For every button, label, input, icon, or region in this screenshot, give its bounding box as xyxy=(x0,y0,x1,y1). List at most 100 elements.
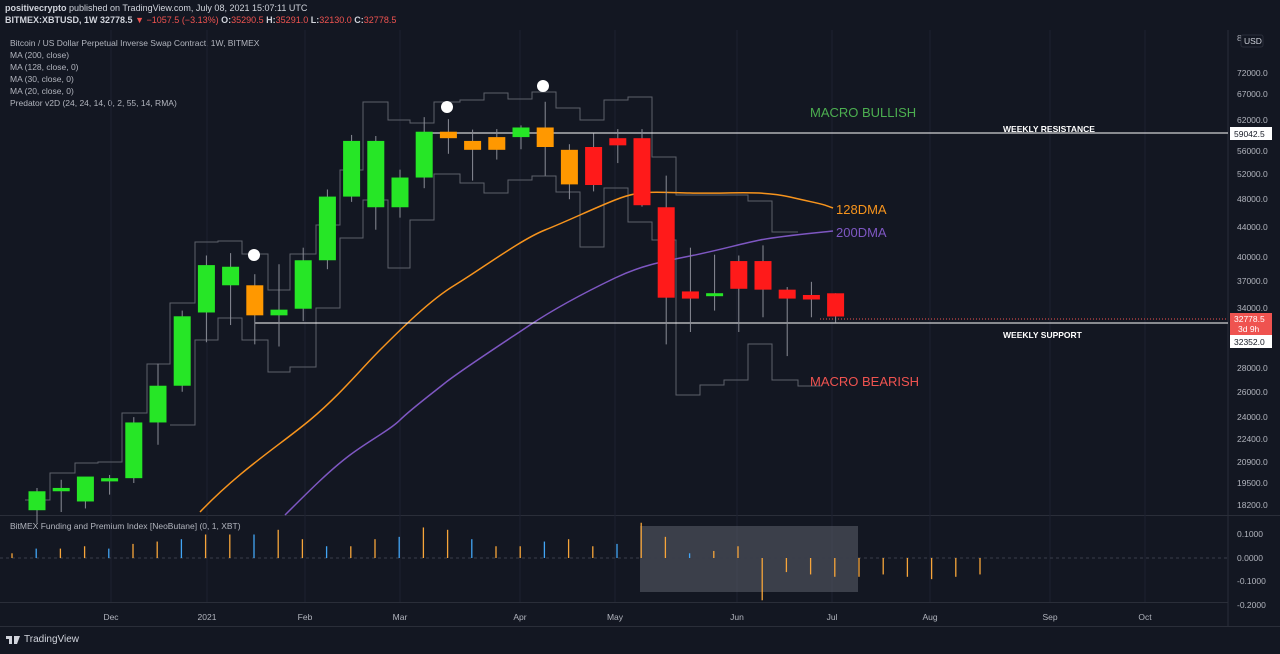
candle-body[interactable] xyxy=(681,291,699,299)
candle-body[interactable] xyxy=(512,127,530,138)
brand-name: TradingView xyxy=(24,634,80,645)
candle-body[interactable] xyxy=(52,487,70,492)
candle-body[interactable] xyxy=(439,131,457,139)
price-tick: 52000.0 xyxy=(1237,169,1268,179)
candle-body[interactable] xyxy=(560,149,578,185)
low-label: L: xyxy=(310,15,320,25)
price-tick: 24000.0 xyxy=(1237,412,1268,422)
candle-body[interactable] xyxy=(609,138,627,146)
time-tick: May xyxy=(607,612,624,622)
time-tick: Sep xyxy=(1042,612,1057,622)
funding-histogram xyxy=(11,522,981,601)
price-tick: 56000.0 xyxy=(1237,146,1268,156)
candle-body[interactable] xyxy=(343,140,361,197)
macro-bullish-label: MACRO BULLISH xyxy=(810,105,916,120)
weekly-support-label: WEEKLY SUPPORT xyxy=(1003,330,1083,340)
current-price-badge xyxy=(1230,313,1272,335)
signal-dot xyxy=(441,101,453,113)
candle-body[interactable] xyxy=(149,385,167,423)
price-axis[interactable]: 80 USD 72000.0 67000.0 62000.0 56000.0 5… xyxy=(1237,33,1268,510)
down-arrow-icon: ▼ xyxy=(135,15,145,25)
currency-label[interactable]: USD xyxy=(1244,36,1262,46)
time-gridlines xyxy=(110,30,1146,602)
candle-body[interactable] xyxy=(125,422,143,479)
candle-body[interactable] xyxy=(754,261,772,290)
symbol-label: BITMEX:XBTUSD, 1W xyxy=(5,15,98,25)
indicator-tick: 0.0000 xyxy=(1237,553,1263,563)
candle-body[interactable] xyxy=(536,127,554,148)
legend-ma200[interactable]: MA (200, close) xyxy=(10,50,70,60)
candlestick-series xyxy=(28,101,845,523)
candle-body[interactable] xyxy=(802,294,820,300)
study-legend: Bitcoin / US Dollar Perpetual Inverse Sw… xyxy=(10,37,259,109)
open-value: 35290.5 xyxy=(231,15,264,25)
ma200-line xyxy=(284,230,834,516)
predator-channel-lower xyxy=(170,173,822,426)
signal-dot xyxy=(248,249,260,261)
time-tick: Oct xyxy=(1138,612,1152,622)
candle-body[interactable] xyxy=(101,478,119,482)
time-tick: Dec xyxy=(103,612,119,622)
price-tick: 72000.0 xyxy=(1237,68,1268,78)
footer-brand[interactable]: TradingView xyxy=(6,634,79,645)
legend-ma20[interactable]: MA (20, close, 0) xyxy=(10,86,74,96)
time-tick: Mar xyxy=(393,612,408,622)
dma128-label: 128DMA xyxy=(836,202,887,217)
resistance-price-label xyxy=(1230,127,1272,140)
candle-body[interactable] xyxy=(76,476,94,502)
price-tick: 67000.0 xyxy=(1237,89,1268,99)
candle-body[interactable] xyxy=(633,138,651,206)
publish-info: positivecrypto published on TradingView.… xyxy=(5,3,307,13)
open-label: O: xyxy=(221,15,232,25)
close-label: C: xyxy=(354,15,364,25)
price-tick: 44000.0 xyxy=(1237,222,1268,232)
candle-body[interactable] xyxy=(197,265,215,313)
support-price-label xyxy=(1230,335,1272,348)
candle-body[interactable] xyxy=(778,289,796,299)
funding-highlight-box xyxy=(640,526,858,592)
legend-predator[interactable]: Predator v2D (24, 24, 14, 0, 2, 55, 14, … xyxy=(10,98,177,108)
author-name[interactable]: positivecrypto xyxy=(5,3,67,13)
candle-body[interactable] xyxy=(585,147,603,186)
candle-body[interactable] xyxy=(318,196,336,261)
support-price-text: 32352.0 xyxy=(1234,337,1265,347)
indicator-tick: -0.2000 xyxy=(1237,600,1266,610)
last-price: 32778.5 xyxy=(100,15,133,25)
time-tick: Apr xyxy=(513,612,526,622)
time-tick: Aug xyxy=(922,612,937,622)
predator-channel-upper xyxy=(25,91,798,501)
candle-body[interactable] xyxy=(294,260,312,309)
legend-ma128[interactable]: MA (128, close, 0) xyxy=(10,62,79,72)
candle-body[interactable] xyxy=(488,137,506,150)
indicator-title[interactable]: BitMEX Funding and Premium Index [NeoBut… xyxy=(10,521,241,531)
candle-body[interactable] xyxy=(222,266,240,286)
candle-body[interactable] xyxy=(827,293,845,317)
candle-body[interactable] xyxy=(730,261,748,289)
legend-ma30[interactable]: MA (30, close, 0) xyxy=(10,74,74,84)
time-tick: Jul xyxy=(827,612,838,622)
high-label: H: xyxy=(266,15,276,25)
ma128-line xyxy=(199,191,834,513)
candle-body[interactable] xyxy=(464,140,482,150)
macro-bearish-label: MACRO BEARISH xyxy=(810,374,919,389)
candle-body[interactable] xyxy=(657,207,675,298)
price-tick: 40000.0 xyxy=(1237,252,1268,262)
tradingview-logo-icon xyxy=(6,635,20,645)
candle-body[interactable] xyxy=(415,131,433,178)
candle-body[interactable] xyxy=(706,293,724,297)
low-value: 32130.0 xyxy=(319,15,352,25)
time-axis[interactable]: Dec 2021 Feb Mar Apr May Jun Jul Aug Sep… xyxy=(103,612,1152,622)
legend-symbol[interactable]: Bitcoin / US Dollar Perpetual Inverse Sw… xyxy=(10,38,260,48)
dma200-label: 200DMA xyxy=(836,225,887,240)
candle-body[interactable] xyxy=(270,309,288,316)
price-tick: 48000.0 xyxy=(1237,194,1268,204)
candle-body[interactable] xyxy=(391,177,409,208)
candle-body[interactable] xyxy=(28,491,46,511)
publish-text: published on TradingView.com, July 08, 2… xyxy=(66,3,308,13)
candle-body[interactable] xyxy=(367,140,385,208)
candle-body[interactable] xyxy=(173,316,191,386)
indicator-tick: 0.1000 xyxy=(1237,529,1263,539)
weekly-resistance-label: WEEKLY RESISTANCE xyxy=(1003,124,1095,134)
candle-body[interactable] xyxy=(246,285,264,316)
